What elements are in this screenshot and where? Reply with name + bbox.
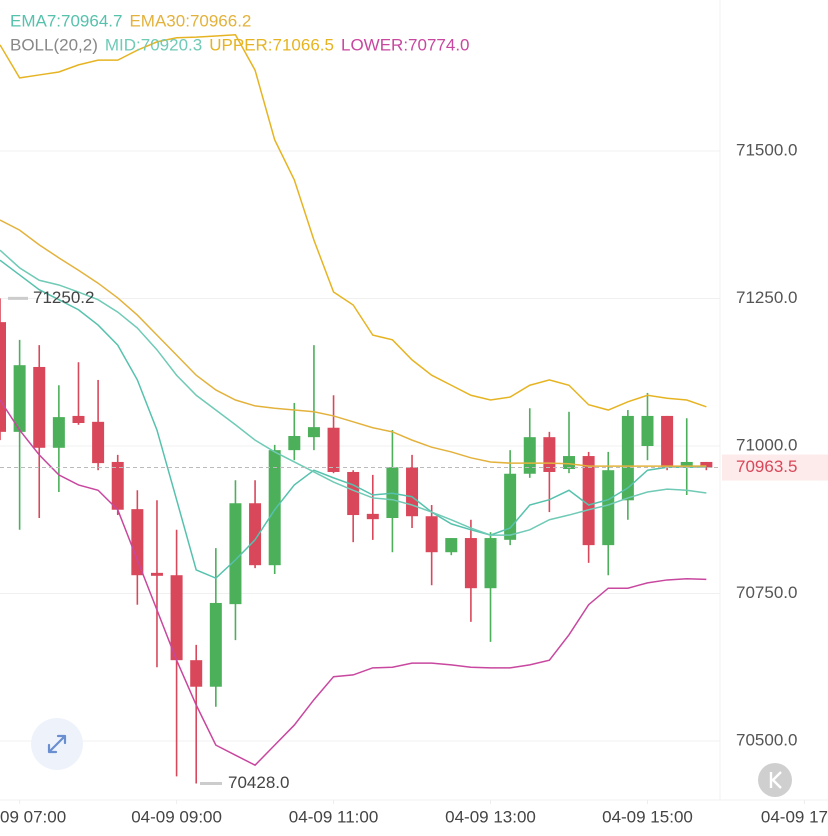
last-price-label: 70963.5 — [736, 457, 797, 476]
overlay: 70500.0 70750.0 71000.0 71250.0 71500.0 09 07… — [0, 11, 828, 826]
candle-body — [72, 415, 85, 424]
candle-body — [484, 538, 497, 589]
x-tick-label: 04-09 13:00 — [445, 807, 536, 826]
plot-area — [0, 34, 720, 784]
candle-body — [249, 503, 262, 566]
candle-body — [621, 415, 634, 501]
candle-body — [504, 473, 517, 540]
candle-body — [366, 513, 379, 520]
candle-body — [680, 461, 693, 468]
candle-body — [602, 470, 615, 546]
candle-body — [288, 435, 301, 451]
candle-body — [563, 456, 576, 470]
x-tick-label: 04-09 15:00 — [602, 807, 693, 826]
y-tick-label: 71500.0 — [736, 141, 797, 160]
candle-body — [150, 572, 163, 576]
candle-body — [661, 415, 674, 468]
candle-body — [445, 538, 458, 553]
candle-body — [425, 516, 438, 553]
candle-body — [406, 467, 419, 517]
candle-body — [464, 538, 477, 589]
y-tick-label: 70750.0 — [736, 583, 797, 602]
last-price-box — [722, 454, 828, 481]
candle-body — [52, 417, 65, 448]
legend-entry: BOLL(20,2) — [10, 35, 98, 54]
x-tick-label: 09 07:00 — [0, 807, 66, 826]
indicator-line — [0, 34, 707, 411]
candle-body — [190, 660, 203, 687]
candle-body — [209, 602, 222, 687]
reset-button[interactable] — [758, 763, 792, 797]
candle-body — [641, 415, 654, 447]
y-tick-label: 71250.0 — [736, 288, 797, 307]
legend-entry: EMA7:70964.7 — [10, 11, 122, 30]
candle-body — [700, 461, 713, 468]
candle-body — [229, 503, 242, 605]
candle-body — [582, 456, 595, 546]
candle-body — [0, 322, 6, 432]
candle-body — [523, 437, 536, 474]
min-label: 70428.0 — [228, 773, 289, 792]
candle-body — [13, 365, 26, 432]
candle-body — [33, 366, 46, 448]
x-tick-label: 04-09 17 — [761, 807, 828, 826]
legend-entry: MID:70920.3 — [105, 35, 202, 54]
indicator-line — [0, 259, 707, 580]
y-tick-label: 70500.0 — [736, 730, 797, 749]
indicator-line — [0, 399, 707, 767]
x-tick-label: 04-09 11:00 — [289, 807, 378, 826]
candle-body — [131, 509, 144, 576]
candle-body — [170, 575, 183, 661]
y-tick-label: 71000.0 — [736, 436, 797, 455]
candle-body — [92, 421, 105, 464]
expand-button[interactable] — [31, 718, 83, 770]
candle-body — [111, 461, 124, 510]
indicator-line — [0, 249, 707, 536]
candle-body — [307, 427, 320, 438]
candle-body — [347, 471, 360, 516]
x-tick-label: 04-09 09:00 — [131, 807, 222, 826]
indicator-line — [0, 219, 707, 467]
candle-body — [327, 427, 340, 472]
candle-body — [543, 437, 556, 472]
legend-entry: EMA30:70966.2 — [129, 11, 251, 30]
candle-body — [268, 450, 281, 566]
legend-entry: LOWER:70774.0 — [341, 35, 470, 54]
max-label: 71250.2 — [33, 288, 94, 307]
grid — [0, 150, 805, 804]
legend-entry: UPPER:71066.5 — [209, 35, 334, 54]
